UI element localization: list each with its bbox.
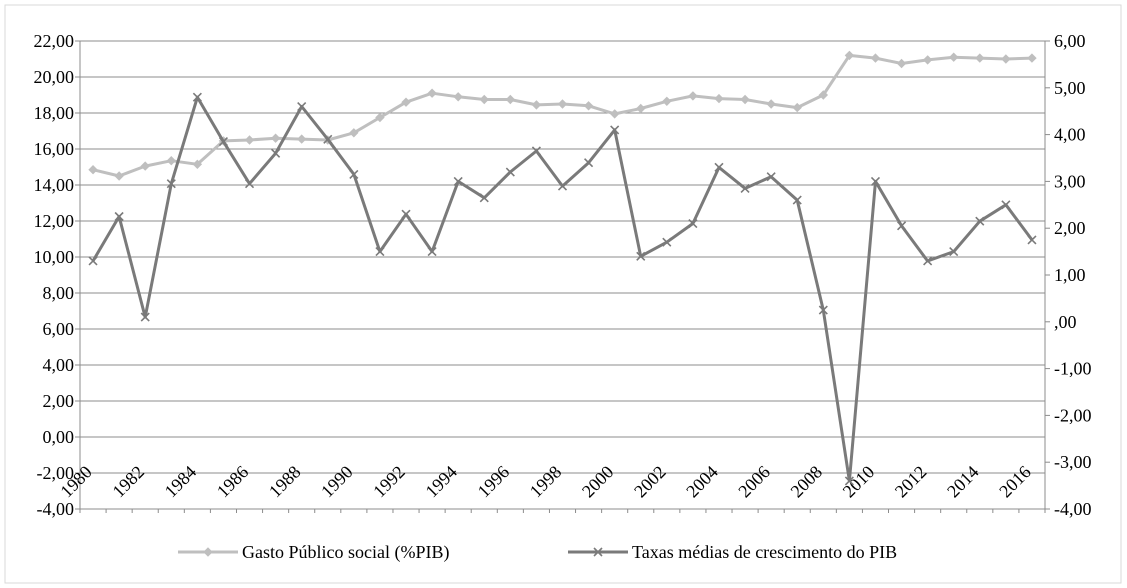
y-right-tick-label: -4,00 <box>1054 499 1092 519</box>
y-right-tick-label: 5,00 <box>1054 78 1086 98</box>
y-right-tick-label: 6,00 <box>1054 31 1086 51</box>
y-right-tick-label: -3,00 <box>1054 452 1092 472</box>
y-left-tick-label: 6,00 <box>43 319 75 339</box>
y-right-tick-label: -2,00 <box>1054 405 1092 425</box>
y-left-tick-label: 8,00 <box>43 283 75 303</box>
y-right-tick-label: 3,00 <box>1054 171 1086 191</box>
y-left-tick-label: 10,00 <box>34 247 75 267</box>
y-left-tick-label: 22,00 <box>34 31 75 51</box>
y-left-tick-label: 18,00 <box>34 103 75 123</box>
y-left-tick-label: 12,00 <box>34 211 75 231</box>
y-left-tick-label: -4,00 <box>37 499 75 519</box>
y-right-tick-label: -1,00 <box>1054 359 1092 379</box>
y-right-tick-label: 1,00 <box>1054 265 1086 285</box>
y-left-tick-label: 2,00 <box>43 391 75 411</box>
y-right-tick-label: 2,00 <box>1054 218 1086 238</box>
legend-label: Gasto Público social (%PIB) <box>242 542 449 563</box>
y-left-tick-label: 4,00 <box>43 355 75 375</box>
y-left-tick-label: 20,00 <box>34 67 75 87</box>
legend-label: Taxas médias de crescimento do PIB <box>632 542 897 562</box>
y-right-tick-label: 4,00 <box>1054 125 1086 145</box>
y-left-tick-label: 16,00 <box>34 139 75 159</box>
y-right-tick-label: ,00 <box>1054 312 1077 332</box>
y-left-tick-label: 0,00 <box>43 427 75 447</box>
y-left-tick-label: 14,00 <box>34 175 75 195</box>
